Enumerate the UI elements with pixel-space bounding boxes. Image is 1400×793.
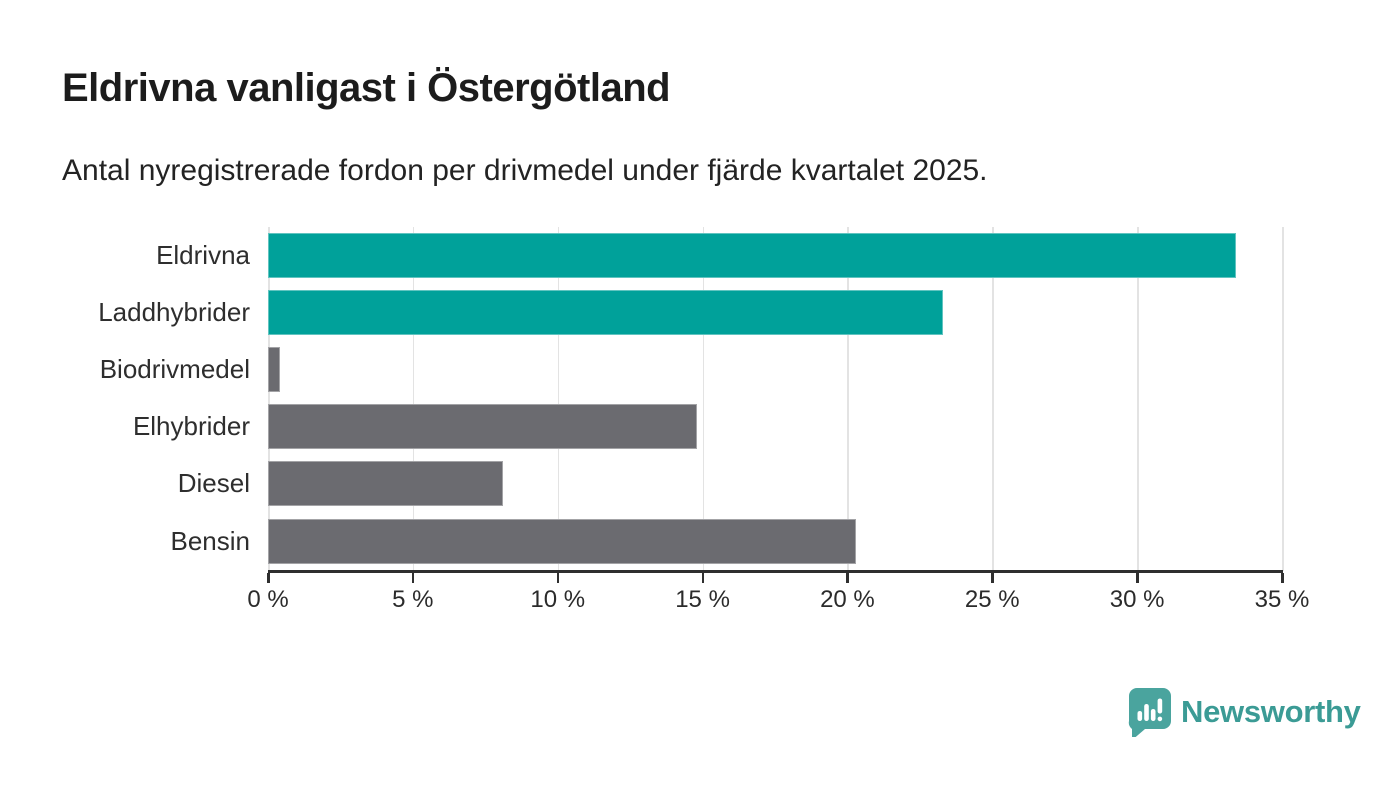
newsworthy-logo-text: Newsworthy [1181,694,1361,729]
bar-biodrivmedel [268,347,280,393]
x-axis-tick-label-15: 15 % [675,586,730,613]
x-axis-tick-label-30: 30 % [1109,586,1165,613]
x-axis-tick-label-10: 10 % [530,586,586,613]
x-axis-tick-label-25: 25 % [964,586,1020,613]
category-label-eldrivna: Eldrivna [156,240,250,270]
chart-subtitle: Antal nyregistrerade fordon per drivmede… [62,154,988,187]
category-label-bensin: Bensin [170,525,251,556]
gridline-25 [992,227,994,571]
newsworthy-logo-icon [1128,688,1171,737]
x-axis-tick-label-20: 20 % [820,586,875,613]
bar-elhybrider [268,404,697,450]
x-axis-tick-30 [1136,573,1139,583]
gridline-10 [557,227,560,571]
bar-laddhybrider [268,290,944,336]
x-axis-tick-35 [1281,573,1284,583]
gridline-35 [1282,227,1284,571]
category-label-elhybrider: Elhybrider [132,411,250,442]
x-axis-tick-label-35: 35 % [1254,586,1310,613]
x-axis-tick-25 [991,573,994,583]
x-axis-line [268,570,1283,573]
gridline-5 [412,227,415,571]
gridline-20 [847,227,849,571]
category-label-laddhybrider: Laddhybrider [98,297,250,328]
x-axis-tick-20 [846,573,849,583]
category-label-biodrivmedel: Biodrivmedel [99,354,250,385]
x-axis-tick-label-0: 0 % [247,586,289,613]
plot-area [268,227,1284,571]
gridline-15 [702,227,705,571]
x-axis-tick-5 [411,573,415,583]
bar-eldrivna [268,233,1236,278]
category-label-diesel: Diesel [177,468,250,499]
x-axis-tick-label-5: 5 % [392,586,434,613]
gridline-0 [268,227,270,571]
newsworthy-logo: Newsworthy [1128,687,1361,737]
gridline-30 [1137,227,1139,571]
x-axis-tick-0 [267,573,270,583]
chart-title: Eldrivna vanligast i Östergötland [62,66,671,110]
x-axis-tick-10 [556,573,560,583]
bar-diesel [268,461,503,507]
bar-bensin [268,518,857,564]
x-axis-tick-15 [701,573,705,583]
